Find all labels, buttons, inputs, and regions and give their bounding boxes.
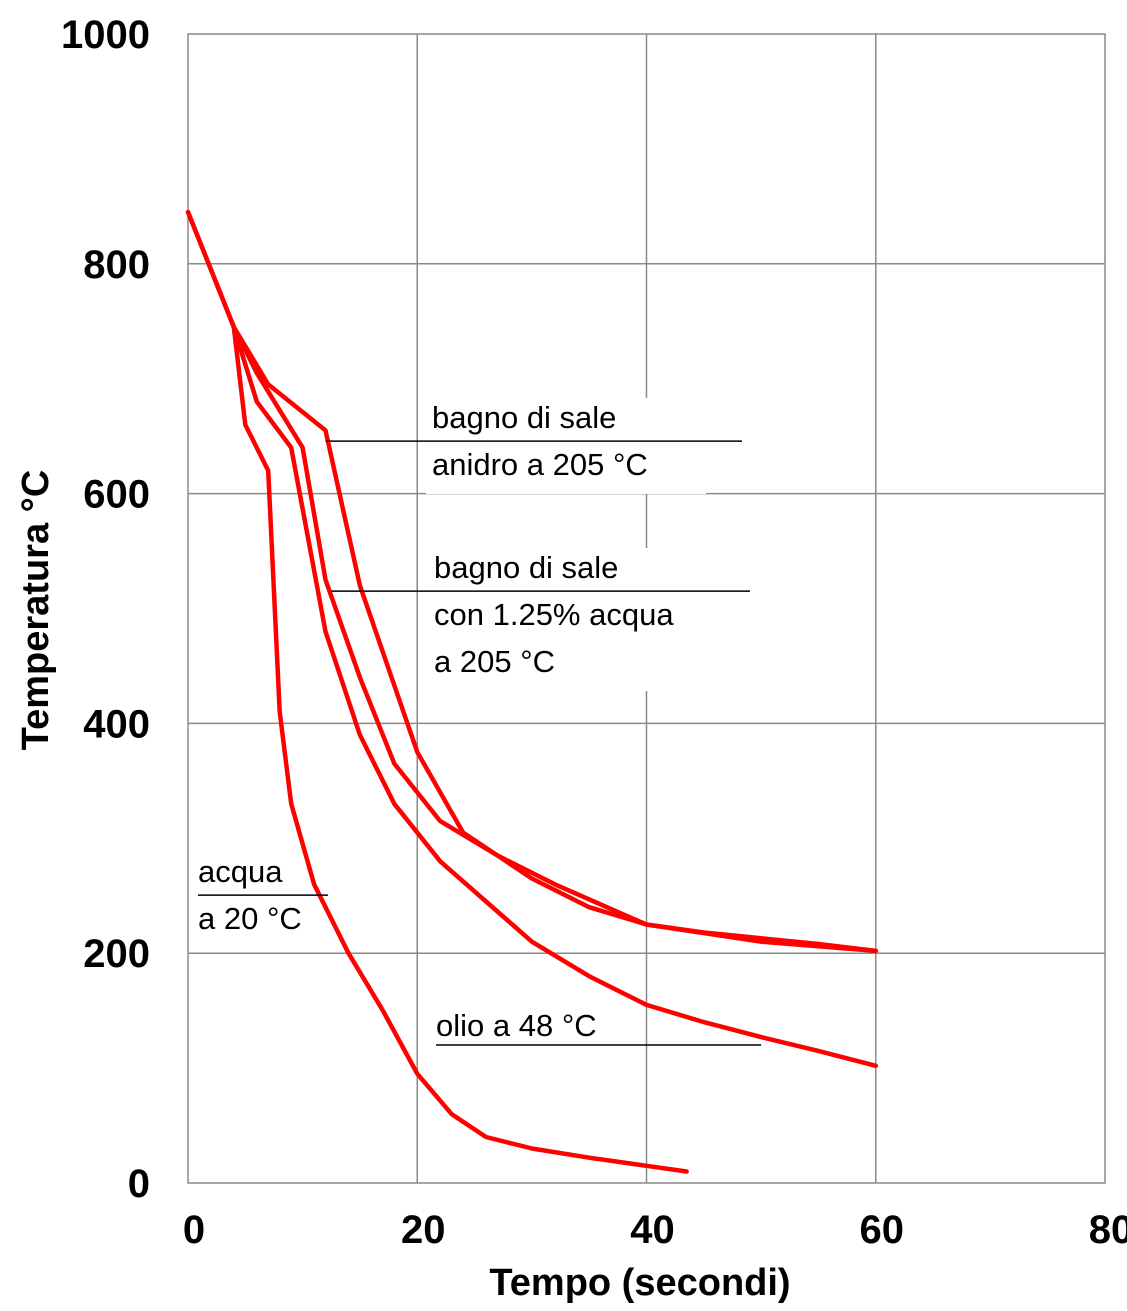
label-background	[426, 398, 706, 494]
series-label-line: con 1.25% acqua	[434, 597, 674, 632]
series-label-line: anidro a 205 °C	[432, 447, 648, 482]
series-lines	[185, 209, 879, 1174]
x-tick-label: 40	[630, 1208, 675, 1252]
y-tick-label: 1000	[61, 13, 150, 57]
series-line-2	[231, 324, 879, 954]
label-background	[428, 548, 708, 691]
x-tick-label: 0	[183, 1208, 205, 1252]
series-annotation-4: acqua a 20 °C	[198, 854, 328, 936]
series-label-line: olio a 48 °C	[436, 1008, 597, 1043]
y-tick-label: 400	[83, 702, 150, 746]
series-label-line: a 20 °C	[198, 901, 302, 936]
x-tick-label: 60	[860, 1208, 905, 1252]
grid	[187, 33, 1106, 1184]
series-annotation-1: bagno di sale anidro a 205 °C	[325, 398, 742, 494]
y-tick-label: 600	[83, 473, 150, 517]
series-label-line: bagno di sale	[432, 400, 616, 435]
series-label-line: acqua	[198, 854, 283, 889]
y-axis-label: Temperatura °C	[15, 470, 57, 751]
series-line-3	[231, 324, 879, 1069]
y-tick-label: 200	[83, 932, 150, 976]
y-tick-label: 0	[128, 1162, 150, 1206]
series-line-4	[185, 209, 689, 1174]
x-tick-label: 80	[1089, 1208, 1127, 1252]
y-tick-label: 800	[83, 243, 150, 287]
series-label-line: bagno di sale	[434, 550, 618, 585]
series-annotation-2: bagno di sale con 1.25% acqua a 205 °C	[331, 548, 750, 691]
x-axis-label: Tempo (secondi)	[489, 1262, 790, 1304]
series-label-line: a 205 °C	[434, 644, 555, 679]
series-annotation-3: olio a 48 °C	[436, 1008, 762, 1046]
x-tick-label: 20	[401, 1208, 446, 1252]
